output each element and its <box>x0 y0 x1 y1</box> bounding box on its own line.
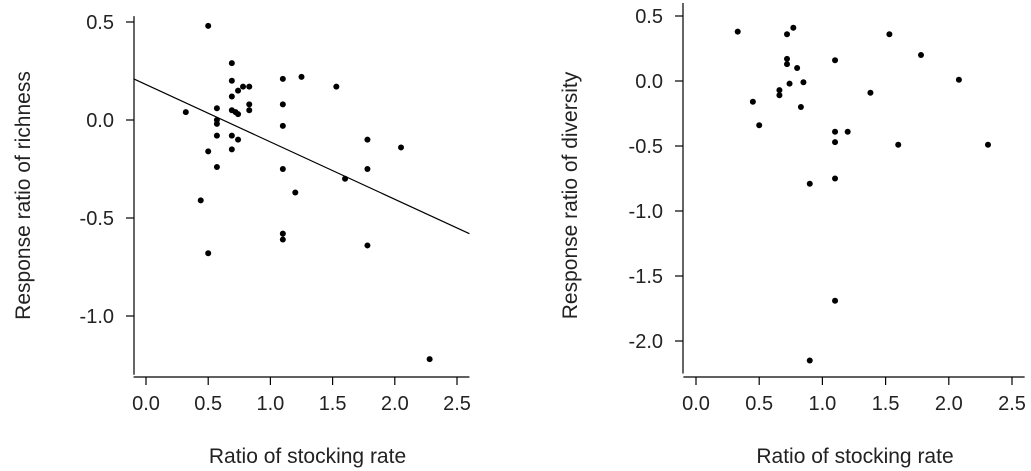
data-point <box>797 104 804 110</box>
y-tick-label: -1.0 <box>629 201 663 223</box>
y-tick-label: 0.5 <box>86 12 114 34</box>
data-point <box>800 79 807 86</box>
regression-line <box>133 78 470 235</box>
data-point <box>364 136 371 143</box>
data-point <box>917 52 924 58</box>
x-tick-label: 0.0 <box>132 393 160 415</box>
data-point <box>426 356 433 363</box>
data-point <box>205 148 212 155</box>
data-point <box>228 146 235 153</box>
data-point <box>298 73 305 80</box>
data-point <box>228 60 235 67</box>
y-axis-title: Response ratio of richness <box>12 71 35 320</box>
data-point <box>794 65 801 71</box>
data-point <box>235 87 242 94</box>
data-point <box>784 31 791 38</box>
data-point <box>832 139 839 146</box>
data-point <box>895 141 902 148</box>
y-tick-label: -1.5 <box>629 266 663 288</box>
x-tick-label: 1.5 <box>872 393 900 415</box>
x-axis-title: Ratio of stocking rate <box>756 445 953 468</box>
data-point <box>776 92 783 99</box>
data-point <box>279 75 286 82</box>
data-point <box>342 175 349 182</box>
data-point <box>213 132 220 139</box>
data-point <box>832 57 839 64</box>
data-point <box>790 24 797 31</box>
data-point <box>806 357 813 364</box>
data-point <box>279 166 286 172</box>
data-point <box>228 132 235 139</box>
y-tick-label: -0.5 <box>629 136 663 158</box>
x-tick-label: 1.0 <box>808 393 836 415</box>
data-point <box>197 197 204 204</box>
data-point <box>235 111 242 118</box>
data-point <box>832 175 839 182</box>
y-tick-label: 0.0 <box>86 110 114 132</box>
x-tick-label: 2.5 <box>998 393 1026 415</box>
data-point <box>867 89 874 96</box>
data-point <box>246 107 253 114</box>
x-axis-title: Ratio of stocking rate <box>209 445 406 468</box>
data-point <box>749 98 756 105</box>
y-tick-label: 0.0 <box>635 71 663 93</box>
data-point <box>832 297 839 304</box>
data-point <box>784 55 791 62</box>
data-point <box>784 61 791 68</box>
x-tick-label: 2.0 <box>381 393 409 415</box>
data-point <box>228 77 235 84</box>
x-tick-label: 0.5 <box>745 393 773 415</box>
data-point <box>398 144 405 151</box>
data-point <box>734 28 741 35</box>
data-point <box>806 180 813 187</box>
data-point <box>182 109 189 116</box>
diversity-panel: 0.0 0.5 1.0 1.5 2.0 2.5 0.5 0.0 -0.5 -1.0 -1.5 -2.0… <box>559 3 1026 468</box>
data-point <box>213 120 220 127</box>
x-tick-label: 2.5 <box>443 393 471 415</box>
data-point <box>333 83 340 90</box>
data-point <box>832 128 839 135</box>
y-axis-title: Response ratio of diversity <box>559 71 582 319</box>
y-tick-label: -2.0 <box>629 331 663 353</box>
y-tick-label: -0.5 <box>80 208 114 230</box>
data-point <box>213 164 220 171</box>
x-tick-label: 1.5 <box>319 393 347 415</box>
data-point <box>279 101 286 108</box>
data-point <box>246 83 253 90</box>
data-point <box>279 236 286 243</box>
data-point <box>984 141 991 148</box>
data-point <box>213 105 220 112</box>
data-point <box>844 128 851 135</box>
y-tick-label: -1.0 <box>80 306 114 328</box>
data-point <box>786 80 793 87</box>
x-tick-label: 2.0 <box>935 393 963 415</box>
x-tick-label: 1.0 <box>256 393 284 415</box>
data-point <box>205 22 212 29</box>
data-point <box>756 122 763 129</box>
x-tick-label: 0.5 <box>194 393 222 415</box>
data-point <box>955 76 962 83</box>
data-point <box>279 122 286 129</box>
data-point <box>292 189 299 196</box>
richness-panel: 0.0 0.5 1.0 1.5 2.0 2.5 0.5 0.0 -0.5 -1.0 Ratio of… <box>12 12 471 468</box>
data-point <box>886 31 893 38</box>
data-point <box>279 230 286 237</box>
data-point <box>235 136 242 143</box>
x-tick-label: 0.0 <box>682 393 710 415</box>
data-point <box>246 101 253 108</box>
y-tick-label: 0.5 <box>635 6 663 28</box>
data-point <box>240 83 247 90</box>
data-point <box>364 166 371 172</box>
data-point <box>205 250 212 257</box>
data-point <box>364 242 371 249</box>
data-point <box>228 93 235 100</box>
data-point <box>776 87 783 94</box>
